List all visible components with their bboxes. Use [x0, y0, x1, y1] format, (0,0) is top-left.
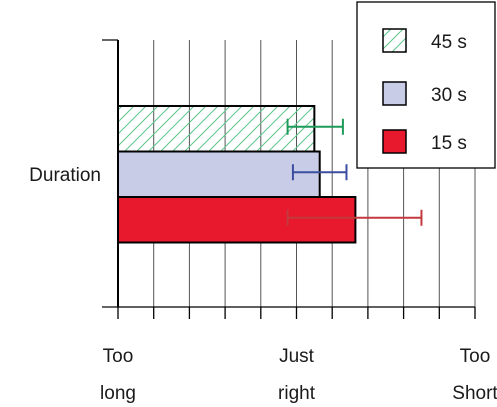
bar-15s	[117, 196, 357, 244]
x-tick-labels: Too long Just right Too Short	[100, 346, 497, 404]
x-tick-label: Just	[279, 346, 315, 367]
axes	[102, 39, 476, 319]
legend-swatch	[382, 129, 407, 154]
legend-label: 45 s	[431, 32, 467, 53]
bars	[117, 105, 357, 244]
legend-swatch	[382, 81, 407, 106]
x-tick-label: long	[100, 383, 136, 404]
legend-label: 15 s	[431, 133, 467, 154]
bar-45s	[117, 105, 316, 153]
legend-swatch	[382, 28, 407, 53]
legend-box	[356, 1, 496, 169]
category-label: Duration	[29, 165, 101, 186]
error-bars	[286, 118, 423, 226]
legend-label: 30 s	[431, 85, 467, 106]
legend: 45 s 30 s 15 s	[356, 1, 496, 169]
x-tick-label: Too	[460, 346, 491, 367]
x-tick-label: Too	[103, 346, 134, 367]
bar-30s	[117, 150, 321, 198]
x-tick-label: Short	[452, 383, 497, 404]
x-tick-label: right	[278, 383, 316, 404]
